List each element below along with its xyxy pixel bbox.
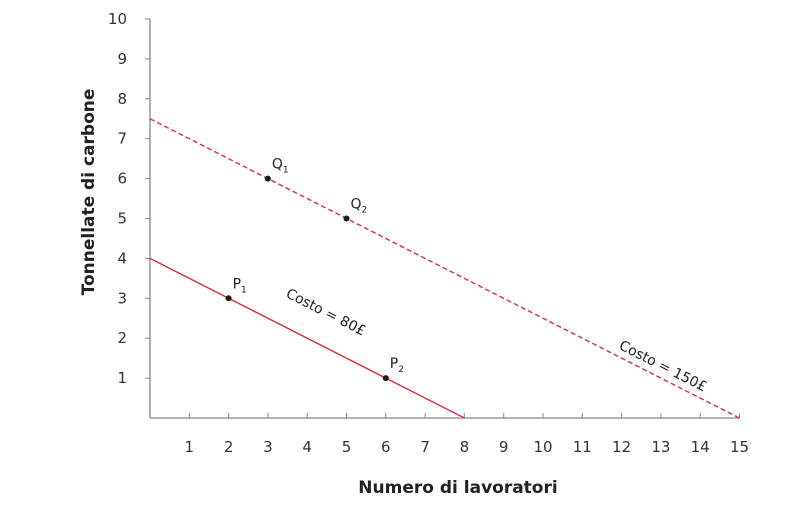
- x-tick-label: 2: [224, 438, 234, 456]
- x-tick-label: 6: [381, 438, 391, 456]
- x-axis-ticks: 1 2 3 4 5 6 7 8 9 10 11 12 13 14 15: [185, 413, 749, 456]
- point-label: Q1: [272, 157, 289, 176]
- x-tick-label: 5: [342, 438, 352, 456]
- x-tick-label: 8: [460, 438, 470, 456]
- point-p2: [382, 375, 389, 382]
- x-tick-label: 11: [573, 438, 592, 456]
- y-tick-label: 3: [117, 289, 127, 307]
- x-tick-label: 13: [651, 438, 670, 456]
- y-tick-label: 7: [117, 130, 127, 148]
- y-tick-label: 8: [117, 90, 127, 108]
- y-tick-label: 2: [117, 329, 127, 347]
- point-label: P1: [233, 276, 247, 295]
- point-q2: [343, 215, 350, 222]
- point-q1: [264, 175, 271, 182]
- series-lines: Costo = 80£ Costo = 150£: [149, 118, 740, 419]
- x-tick-label: 15: [730, 438, 749, 456]
- isocost-line-150: [149, 118, 740, 419]
- x-tick-label: 4: [302, 438, 312, 456]
- x-tick-label: 7: [420, 438, 430, 456]
- y-tick-label: 1: [117, 369, 127, 387]
- y-axis-ticks: 1 2 3 4 5 6 7 8 9 10: [108, 10, 150, 387]
- y-tick-label: 6: [117, 170, 127, 188]
- annotated-points: P1 P2 Q1 Q2: [225, 157, 404, 382]
- y-tick-label: 10: [108, 10, 127, 28]
- x-tick-label: 14: [691, 438, 710, 456]
- x-tick-label: 9: [499, 438, 509, 456]
- isocost-line-80: [149, 257, 465, 419]
- y-tick-label: 9: [117, 50, 127, 68]
- y-tick-label: 4: [117, 249, 127, 267]
- point-label: P2: [390, 356, 404, 375]
- x-tick-label: 3: [263, 438, 273, 456]
- point-p1: [225, 295, 232, 302]
- x-tick-label: 12: [612, 438, 631, 456]
- x-axis-title: Numero di lavoratori: [358, 478, 557, 498]
- cost-150-label: Costo = 150£: [616, 338, 709, 396]
- y-axis-title: Tonnellate di carbone: [79, 89, 99, 296]
- x-tick-label: 10: [533, 438, 552, 456]
- cost-80-label: Costo = 80£: [283, 286, 368, 340]
- y-tick-label: 5: [117, 210, 127, 228]
- point-label: Q2: [351, 197, 368, 216]
- x-tick-label: 1: [185, 438, 195, 456]
